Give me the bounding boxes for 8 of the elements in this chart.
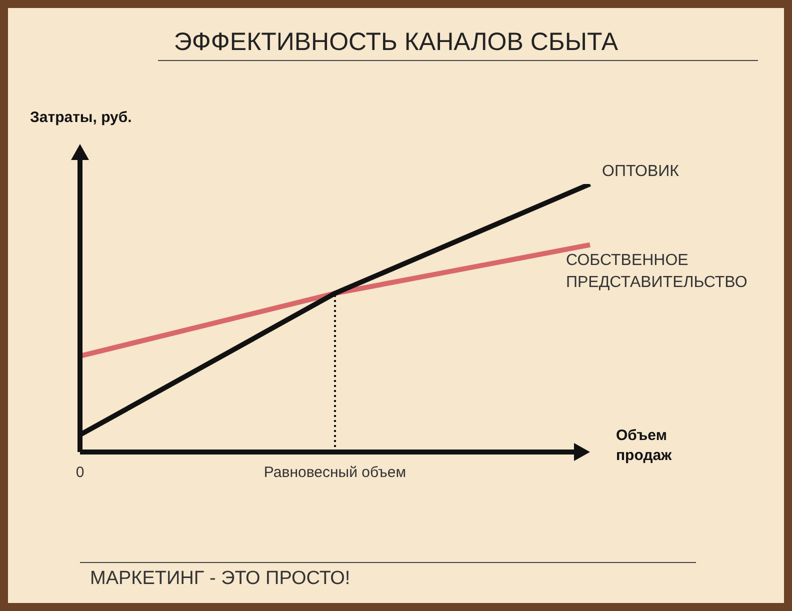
x-tick-label: 0: [76, 464, 84, 482]
series-label: СОБСТВЕННОЕ ПРЕДСТАВИТЕЛЬСТВО: [566, 252, 748, 291]
chart-title: ЭФФЕКТИВНОСТЬ КАНАЛОВ СБЫТА: [172, 28, 620, 57]
x-tick-label: Равновесный объем: [264, 464, 406, 482]
text: МАРКЕТИНГ - ЭТО ПРОСТО!: [90, 568, 350, 590]
x-axis-title: Объем продаж: [616, 427, 672, 464]
series-label: ОПТОВИК: [602, 163, 680, 180]
y-axis-title: Затраты, руб.: [30, 109, 132, 126]
